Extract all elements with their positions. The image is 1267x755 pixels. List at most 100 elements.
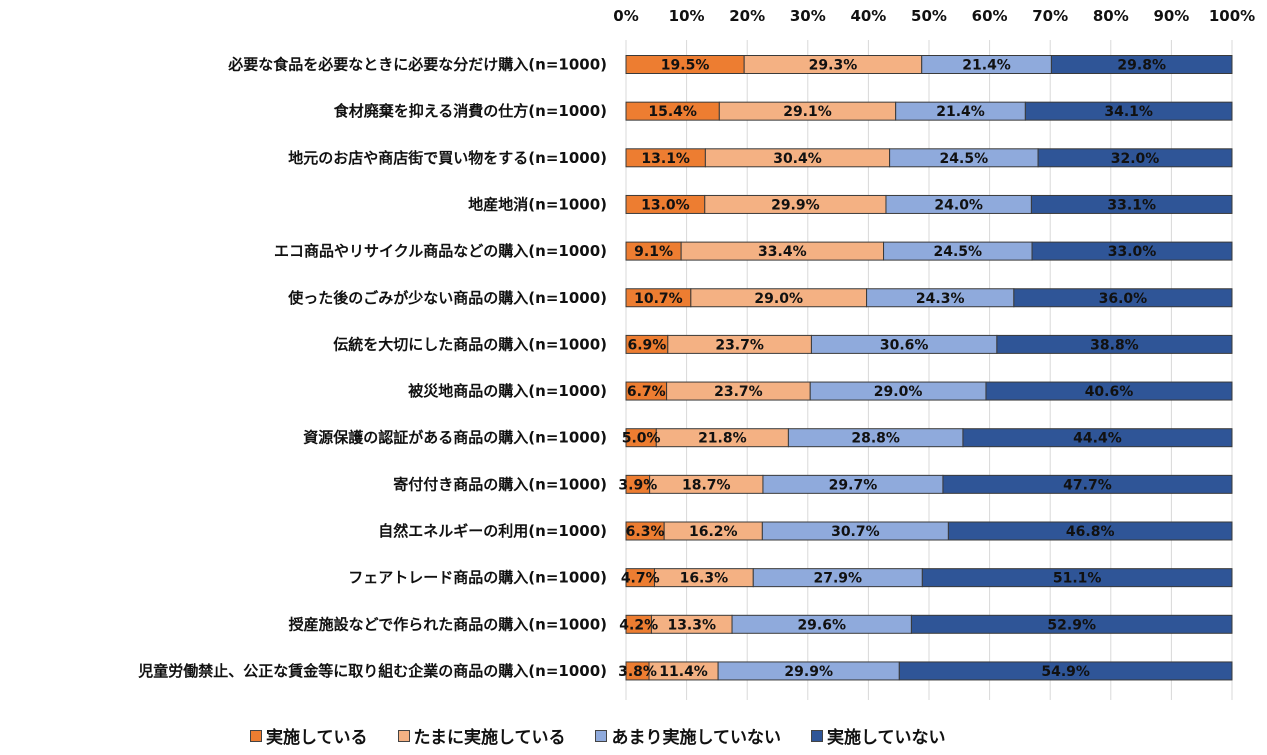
- data-label: 30.6%: [880, 337, 929, 353]
- x-tick-label: 100%: [1209, 7, 1255, 25]
- data-label: 21.8%: [698, 431, 747, 447]
- data-label: 32.0%: [1111, 151, 1160, 167]
- x-tick-label: 90%: [1153, 7, 1189, 25]
- legend-label: たまに実施している: [413, 728, 566, 748]
- data-label: 29.9%: [784, 664, 833, 680]
- data-label: 33.4%: [758, 244, 807, 260]
- data-label: 28.8%: [851, 431, 900, 447]
- x-tick-label: 50%: [911, 7, 947, 25]
- data-label: 38.8%: [1090, 337, 1139, 353]
- data-label: 3.9%: [618, 477, 657, 493]
- data-label: 24.5%: [933, 244, 982, 260]
- category-label: フェアトレード商品の購入(n=1000): [348, 569, 607, 587]
- category-label: 被災地商品の購入(n=1000): [408, 382, 607, 400]
- data-label: 36.0%: [1099, 291, 1148, 307]
- data-label: 19.5%: [661, 58, 710, 74]
- category-label: 資源保護の認証がある商品の購入(n=1000): [303, 429, 607, 447]
- bar-segment: [921, 568, 1233, 588]
- data-label: 24.0%: [934, 197, 983, 213]
- x-tick-label: 60%: [972, 7, 1008, 25]
- legend-label: 実施していない: [826, 728, 946, 748]
- legend-swatch: [810, 729, 823, 742]
- legend-swatch: [595, 729, 608, 742]
- x-tick-label: 70%: [1032, 7, 1068, 25]
- data-label: 52.9%: [1047, 617, 1096, 633]
- bar-segment: [1050, 55, 1233, 74]
- data-label: 3.8%: [618, 664, 657, 680]
- data-label: 6.7%: [627, 384, 666, 400]
- category-label: 使った後のごみが少ない商品の購入(n=1000): [287, 289, 607, 307]
- data-label: 18.7%: [682, 477, 731, 493]
- x-tick-label: 0%: [613, 7, 638, 25]
- data-label: 54.9%: [1041, 664, 1090, 680]
- bars: [625, 55, 1233, 681]
- data-label: 29.1%: [783, 104, 832, 120]
- gridlines: [625, 40, 1233, 700]
- x-tick-label: 20%: [729, 7, 765, 25]
- legend-item: 実施していない: [810, 723, 946, 748]
- legend-label: 実施している: [266, 728, 368, 748]
- data-label: 29.0%: [874, 384, 923, 400]
- bar-segment: [1024, 101, 1233, 121]
- data-label: 6.9%: [627, 337, 666, 353]
- bar-segment: [910, 614, 1233, 634]
- data-label: 21.4%: [962, 58, 1011, 74]
- data-label: 29.3%: [809, 58, 858, 74]
- data-label: 11.4%: [659, 664, 708, 680]
- data-label: 23.7%: [715, 337, 764, 353]
- data-label: 30.4%: [773, 151, 822, 167]
- bar-segment: [985, 381, 1233, 401]
- bar-segment: [1013, 288, 1233, 308]
- data-label: 33.0%: [1108, 244, 1157, 260]
- category-label: 児童労働禁止、公正な賃金等に取り組む企業の商品の購入(n=1000): [137, 662, 607, 680]
- data-label: 16.2%: [689, 524, 738, 540]
- legend-label: あまり実施していない: [611, 728, 781, 748]
- data-label: 6.3%: [626, 524, 665, 540]
- data-label: 24.5%: [940, 151, 989, 167]
- data-label: 44.4%: [1073, 431, 1122, 447]
- bar-segment: [962, 428, 1233, 448]
- category-label: 寄付付き商品の購入(n=1000): [393, 475, 607, 493]
- data-label: 4.7%: [621, 571, 660, 587]
- category-label: 必要な食品を必要なときに必要な分だけ購入(n=1000): [227, 56, 607, 74]
- data-label: 51.1%: [1053, 571, 1102, 587]
- data-label: 13.3%: [667, 617, 716, 633]
- category-label: 授産施設などで作られた商品の購入(n=1000): [289, 615, 607, 633]
- legend-swatch: [250, 729, 262, 742]
- data-label: 16.3%: [680, 571, 729, 587]
- data-label: 40.6%: [1085, 384, 1134, 400]
- x-tick-label: 10%: [669, 7, 705, 25]
- legend-item: たまに実施している: [397, 723, 566, 748]
- x-tick-label: 80%: [1093, 7, 1129, 25]
- bar-segment: [942, 474, 1233, 494]
- data-labels: 19.5% 29.3% 21.4% 29.8% 15.4% 29.1% 21.4% 34.1%…: [618, 58, 1166, 680]
- category-label: 地産地消(n=1000): [468, 195, 607, 213]
- data-label: 29.8%: [1117, 58, 1166, 74]
- x-axis-ticks: 0% 10% 20% 30% 40% 50% 60% 70% 80% 90% 100%: [613, 7, 1255, 25]
- data-label: 21.4%: [936, 104, 985, 120]
- data-label: 13.1%: [641, 151, 690, 167]
- category-label: 伝統を大切にした商品の購入(n=1000): [333, 335, 607, 353]
- data-label: 29.9%: [771, 197, 820, 213]
- x-tick-label: 40%: [850, 7, 886, 25]
- stacked-bar-chart: 0% 10% 20% 30% 40% 50% 60% 70% 80% 90% 100% 必要な食品を…: [137, 7, 1255, 700]
- category-label: 地元のお店や商店街で買い物をする(n=1000): [288, 149, 607, 167]
- category-label: エコ商品やリサイクル商品などの購入(n=1000): [274, 242, 607, 260]
- bar-segment: [996, 334, 1233, 354]
- data-label: 9.1%: [634, 244, 673, 260]
- data-label: 10.7%: [634, 291, 683, 307]
- legend-item: 実施している: [250, 723, 368, 748]
- data-label: 13.0%: [641, 197, 690, 213]
- category-labels: 必要な食品を必要なときに必要な分だけ購入(n=1000) 食材廃棄を抑える消費の仕…: [137, 56, 607, 680]
- bar-segment: [1031, 241, 1233, 261]
- data-label: 15.4%: [648, 104, 697, 120]
- bar-segment: [1030, 194, 1233, 214]
- data-label: 24.3%: [916, 291, 965, 307]
- bar-segment: [947, 521, 1233, 541]
- data-label: 46.8%: [1066, 524, 1115, 540]
- legend-swatch: [397, 729, 410, 742]
- data-label: 29.6%: [797, 617, 846, 633]
- data-label: 29.7%: [829, 477, 878, 493]
- data-label: 47.7%: [1063, 477, 1112, 493]
- x-tick-label: 30%: [790, 7, 826, 25]
